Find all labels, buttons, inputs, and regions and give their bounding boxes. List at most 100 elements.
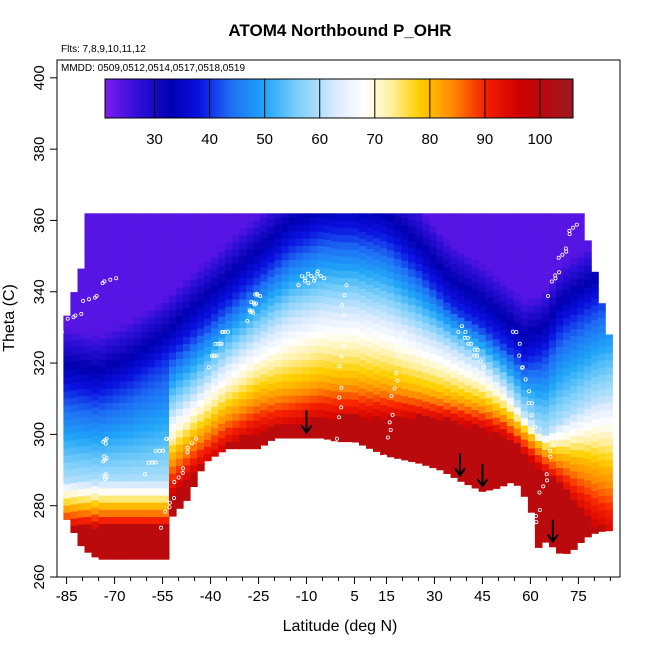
heatmap-cell [154, 409, 163, 418]
heatmap-cell [513, 249, 522, 258]
heatmap-cell [91, 464, 100, 472]
heatmap-cell [77, 459, 86, 468]
heatmap-cell [598, 303, 606, 311]
heatmap-cell [232, 363, 240, 371]
heatmap-cell [70, 496, 78, 505]
heatmap-cell [253, 241, 261, 250]
heatmap-cell [485, 276, 494, 284]
heatmap-cell [169, 273, 177, 282]
heatmap-cell [591, 447, 599, 456]
heatmap-cell [563, 282, 571, 290]
heatmap-cell [161, 437, 170, 446]
observation-point [390, 412, 395, 417]
heatmap-cell [478, 213, 487, 221]
heatmap-cell [584, 287, 592, 295]
heatmap-cell [232, 213, 240, 221]
heatmap-cell [563, 353, 571, 362]
heatmap-cell [570, 299, 578, 308]
heatmap-cell [422, 379, 430, 388]
heatmap-cell [570, 385, 578, 394]
heatmap-cell [422, 265, 430, 274]
heatmap-cell [154, 238, 163, 246]
heatmap-cell [337, 341, 346, 350]
heatmap-cell [351, 270, 360, 279]
heatmap-cell [105, 437, 114, 446]
heatmap-cell [84, 409, 93, 418]
heatmap-cell [70, 382, 78, 391]
heatmap-cell [492, 467, 501, 475]
heatmap-cell [359, 352, 367, 361]
heatmap-cell [267, 383, 276, 391]
heatmap-cell [429, 389, 437, 397]
heatmap-cell [253, 413, 261, 421]
heatmap-cell [584, 437, 592, 445]
heatmap-cell [387, 249, 395, 258]
heatmap-cell [429, 332, 437, 340]
heatmap-cell [443, 459, 451, 467]
heatmap-cell [140, 487, 149, 496]
heatmap-cell [563, 232, 571, 241]
heatmap-cell [176, 230, 184, 238]
heatmap-cell [98, 552, 107, 560]
heatmap-cell [366, 334, 374, 342]
heatmap-cell [330, 383, 339, 392]
heatmap-cell [471, 416, 480, 425]
heatmap-cell [359, 388, 367, 396]
heatmap-cell [154, 423, 163, 432]
heatmap-cell [204, 432, 212, 440]
heatmap-cell [387, 371, 395, 379]
heatmap-cell [260, 302, 268, 311]
heatmap-cell [429, 410, 437, 419]
x-tick-label: 30 [426, 588, 443, 605]
heatmap-cell [471, 302, 480, 311]
heatmap-cell [478, 448, 487, 457]
heatmap-cell [246, 249, 254, 257]
heatmap-cell [295, 259, 304, 268]
heatmap-cell [506, 397, 515, 405]
heatmap-cell [246, 291, 254, 300]
heatmap-cell [541, 356, 550, 365]
heatmap-cell [70, 418, 78, 426]
heatmap-cell [183, 471, 191, 480]
heatmap-cell [323, 289, 332, 297]
heatmap-cell [105, 216, 114, 225]
heatmap-cell [534, 426, 543, 434]
heatmap-cell [422, 458, 430, 466]
heatmap-cell [373, 273, 381, 281]
heatmap-cell [253, 284, 261, 293]
heatmap-cell [218, 373, 226, 381]
heatmap-cell [161, 388, 170, 396]
heatmap-cell [513, 299, 522, 308]
heatmap-cell [401, 409, 409, 418]
heatmap-cell [471, 359, 480, 368]
heatmap-cell [133, 452, 142, 460]
observation-point [337, 364, 342, 369]
heatmap-cell [225, 427, 233, 435]
heatmap-cell [204, 218, 212, 226]
heatmap-cell [84, 295, 93, 304]
heatmap-cell [464, 448, 473, 457]
heatmap-cell [513, 228, 522, 237]
heatmap-cell [323, 332, 332, 340]
heatmap-cell [316, 302, 325, 311]
heatmap-cell [316, 309, 325, 318]
heatmap-cell [154, 416, 163, 425]
heatmap-cell [591, 433, 599, 442]
heatmap-cell [373, 251, 381, 260]
heatmap-cell [492, 310, 501, 318]
heatmap-cell [154, 366, 163, 375]
heatmap-cell [281, 388, 290, 396]
heatmap-cell [239, 270, 247, 279]
heatmap-cell [387, 271, 395, 279]
heatmap-cell [169, 295, 177, 303]
heatmap-cell [211, 335, 219, 343]
heatmap-cell [197, 356, 205, 365]
heatmap-cell [598, 410, 606, 418]
observation-point [339, 354, 344, 359]
heatmap-cell [457, 452, 466, 461]
observation-point [402, 329, 407, 334]
heatmap-cell [126, 224, 135, 232]
heatmap-cell [436, 405, 444, 414]
heatmap-cell [119, 544, 128, 553]
heatmap-cell [351, 220, 360, 229]
